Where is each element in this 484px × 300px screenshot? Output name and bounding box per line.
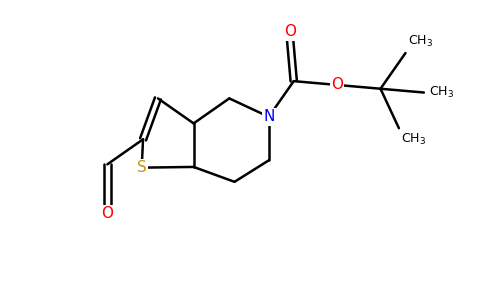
Text: N: N — [263, 109, 274, 124]
Text: O: O — [331, 77, 343, 92]
Text: CH$_3$: CH$_3$ — [408, 34, 433, 49]
Text: O: O — [284, 25, 296, 40]
Text: CH$_3$: CH$_3$ — [429, 85, 454, 100]
Text: O: O — [101, 206, 113, 221]
Text: CH$_3$: CH$_3$ — [401, 132, 426, 147]
Text: S: S — [137, 160, 147, 175]
